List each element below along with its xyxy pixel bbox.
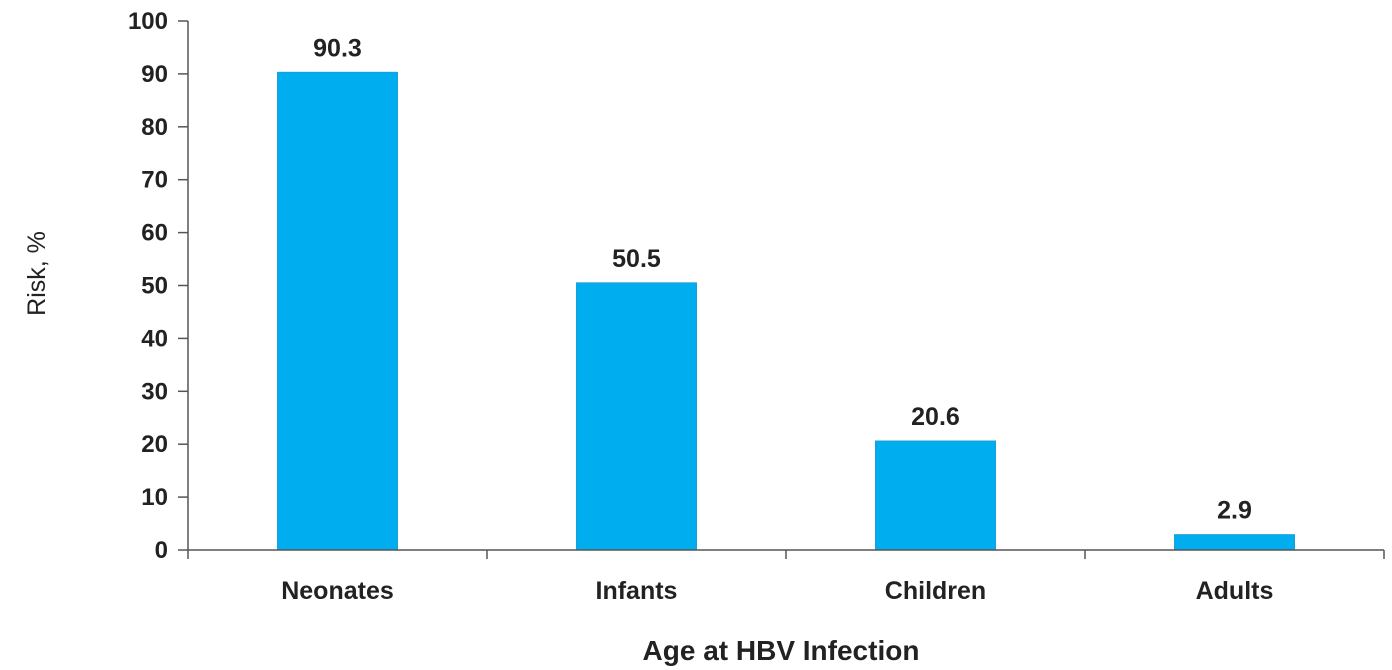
y-tick-label: 10 [141, 484, 168, 511]
x-axis-labels: Neonates Infants Children Adults [281, 577, 1273, 605]
bars: 90.3 50.5 20.6 2.9 [277, 34, 1295, 551]
x-category-label: Neonates [281, 577, 394, 605]
x-axis-title: Age at HBV Infection [643, 635, 920, 666]
bar-neonates [277, 71, 398, 551]
y-tick-label: 80 [141, 114, 168, 141]
axes [187, 21, 1385, 559]
y-tick-label: 20 [141, 431, 168, 458]
x-category-label: Infants [596, 577, 678, 605]
x-category-label: Adults [1196, 577, 1274, 605]
y-tick-label: 100 [128, 8, 168, 35]
y-tick-label: 50 [141, 273, 168, 300]
y-axis-title: Risk, % [23, 231, 51, 316]
bar-value-label: 20.6 [911, 403, 960, 431]
y-axis-ticks: 0 10 20 30 40 50 60 70 80 90 100 [128, 8, 188, 564]
bar-adults [1174, 534, 1295, 551]
y-tick-label: 30 [141, 378, 168, 405]
y-tick-label: 60 [141, 220, 168, 247]
y-tick-label: 40 [141, 325, 168, 352]
bar-children [875, 440, 996, 551]
y-tick-label: 0 [155, 537, 168, 564]
y-tick-label: 90 [141, 61, 168, 88]
y-tick-label: 70 [141, 167, 168, 194]
bar-value-label: 90.3 [313, 34, 362, 62]
bar-value-label: 50.5 [612, 245, 661, 273]
x-category-label: Children [885, 577, 986, 605]
bar-value-label: 2.9 [1217, 497, 1252, 525]
bar-infants [576, 282, 697, 551]
